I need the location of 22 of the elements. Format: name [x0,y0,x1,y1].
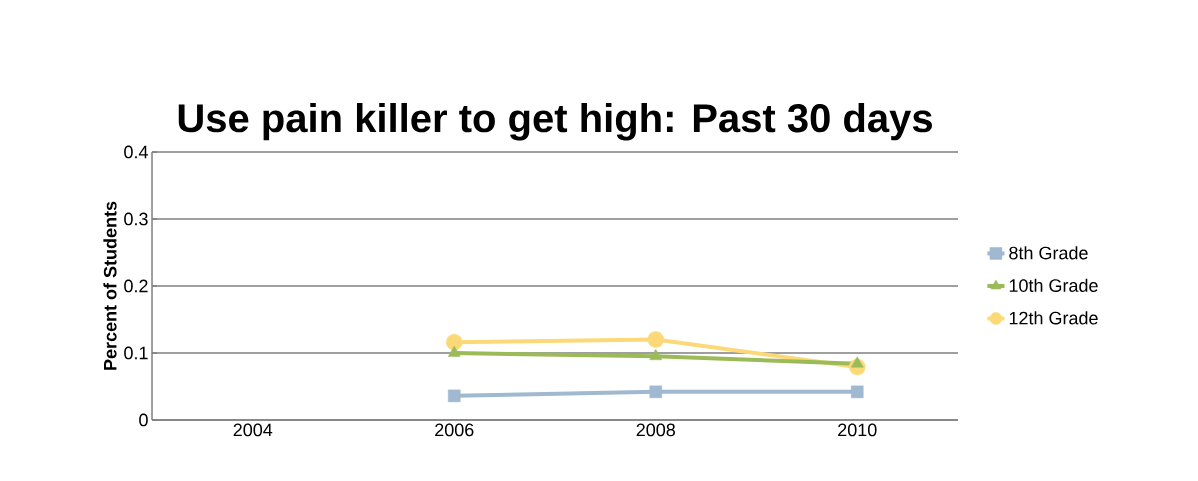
point [647,331,665,348]
y-tick-label: 0.1 [124,346,148,360]
point [448,389,461,403]
chart-title: Use pain killer to get high: Past 30 days [178,103,932,141]
y-axis-title: Percent of Students [103,201,117,370]
point [447,345,461,357]
point [850,356,864,368]
x-tick-label: 2004 [233,423,273,437]
point [649,349,663,361]
point [649,385,663,399]
x-tick-label: 2010 [838,423,877,437]
x-tick-label: 2008 [636,423,675,437]
y-tick-label: 0.3 [124,212,148,226]
point [446,334,463,351]
x-tick-label: 2006 [435,423,474,437]
y-tick-label: 0 [139,413,148,427]
y-tick-label: 0.4 [124,145,148,159]
legend-label: 8th Grade [1009,246,1088,260]
y-tick-label: 0.2 [124,279,148,293]
point [851,385,864,399]
legend-label: 10th Grade [1009,278,1098,292]
legend-label: 12th Grade [1009,311,1098,325]
